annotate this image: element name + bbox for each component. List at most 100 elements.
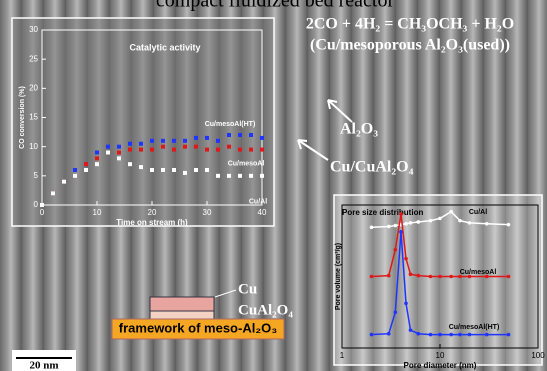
- point: [404, 257, 408, 261]
- point: [409, 221, 413, 225]
- point: [449, 210, 453, 214]
- point: [106, 151, 110, 155]
- point: [449, 333, 453, 337]
- phase-label: Al₂O₃: [340, 121, 378, 138]
- point: [399, 230, 403, 234]
- point: [172, 148, 176, 152]
- point: [227, 145, 231, 149]
- x-tick-label: 10: [93, 208, 102, 217]
- point: [216, 174, 220, 178]
- point: [73, 174, 77, 178]
- layer-label: Cu: [238, 281, 257, 297]
- point: [394, 224, 398, 228]
- point: [409, 272, 413, 276]
- point: [249, 133, 253, 137]
- point: [260, 174, 264, 178]
- point: [128, 162, 132, 166]
- point: [404, 302, 408, 306]
- point: [172, 139, 176, 143]
- caption: compact fluidized bed reactor: [156, 0, 395, 12]
- sample-label: (Cu/mesoporous Al₂O₃(used)): [310, 37, 510, 54]
- x-tick-label: 30: [203, 208, 212, 217]
- point: [183, 139, 187, 143]
- legend-label: Cu/mesoAl: [460, 269, 497, 276]
- y-axis-label: CO conversion (%): [19, 86, 26, 149]
- point: [394, 310, 398, 314]
- y-tick-label: 10: [29, 142, 38, 151]
- point: [150, 168, 154, 172]
- point: [106, 145, 110, 149]
- point: [409, 328, 413, 332]
- point: [216, 148, 220, 152]
- point: [194, 168, 198, 172]
- x-axis-label: Time on stream (h): [116, 218, 188, 227]
- x-tick-label: 0: [40, 208, 45, 217]
- y-tick-label: 30: [29, 25, 38, 34]
- point: [429, 275, 433, 279]
- cu-layer: [150, 297, 214, 311]
- point: [194, 136, 198, 140]
- point: [227, 133, 231, 137]
- point: [205, 168, 209, 172]
- point: [150, 148, 154, 152]
- point: [183, 171, 187, 175]
- point: [139, 165, 143, 169]
- phase-label: Cu/CuAl₂O₄: [330, 159, 414, 176]
- figure-svg: compact fluidized bed reactor 2CO + 4H₂ …: [0, 0, 547, 371]
- point: [205, 136, 209, 140]
- point: [485, 222, 489, 226]
- chart-title: Catalytic activity: [129, 42, 200, 52]
- point: [139, 142, 143, 146]
- point: [468, 221, 472, 225]
- point: [370, 333, 374, 337]
- point: [429, 333, 433, 337]
- y-tick-label: 0: [34, 200, 39, 209]
- y-axis-label: Pore volume (cm³/g): [335, 243, 342, 310]
- point: [438, 217, 442, 221]
- point: [370, 275, 374, 279]
- point: [416, 220, 420, 224]
- point: [387, 225, 391, 229]
- point: [458, 219, 462, 223]
- point: [51, 191, 55, 195]
- point: [216, 139, 220, 143]
- layer-label: framework of meso-Al₂O₃: [119, 320, 277, 335]
- point: [95, 162, 99, 166]
- point: [183, 145, 187, 149]
- x-tick-label: 1: [340, 351, 345, 360]
- legend-label: Cu/mesoAl(HT): [205, 121, 256, 128]
- point: [238, 174, 242, 178]
- scale-label: 20 nm: [29, 360, 58, 371]
- x-axis-label: Pore diameter (nm): [404, 361, 477, 370]
- legend-label: Cu/Al: [469, 209, 487, 216]
- layer-label: CuAl₂O₄: [238, 302, 293, 318]
- x-tick-label: 40: [258, 208, 267, 217]
- y-tick-label: 20: [29, 83, 38, 92]
- y-tick-label: 5: [34, 171, 39, 180]
- point: [429, 219, 433, 223]
- figure: compact fluidized bed reactor 2CO + 4H₂ …: [0, 0, 547, 371]
- point: [485, 333, 489, 337]
- point: [404, 222, 408, 226]
- point: [205, 148, 209, 152]
- point: [84, 168, 88, 172]
- point: [117, 145, 121, 149]
- point: [416, 332, 420, 336]
- point: [95, 156, 99, 160]
- point: [128, 148, 132, 152]
- point: [194, 145, 198, 149]
- point: [387, 274, 391, 278]
- point: [40, 203, 44, 207]
- point: [227, 174, 231, 178]
- point: [399, 212, 403, 216]
- point: [260, 148, 264, 152]
- point: [438, 275, 442, 279]
- x-tick-label: 10: [436, 351, 445, 360]
- point: [139, 148, 143, 152]
- point: [458, 333, 462, 337]
- cualo-layer: [150, 311, 214, 319]
- point: [238, 148, 242, 152]
- point: [117, 156, 121, 160]
- point: [260, 136, 264, 140]
- point: [387, 332, 391, 336]
